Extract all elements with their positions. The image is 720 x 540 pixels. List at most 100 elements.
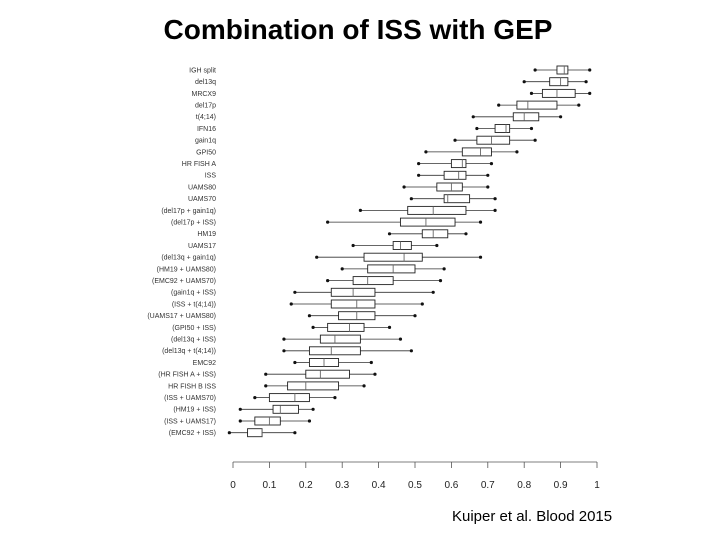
y-tick-label: HR FISH A bbox=[182, 161, 217, 168]
whisker-min-point bbox=[417, 162, 421, 166]
whisker-max-point bbox=[515, 150, 519, 154]
box-29 bbox=[253, 393, 337, 403]
box-7 bbox=[453, 135, 537, 145]
whisker-max-point bbox=[584, 80, 588, 84]
box-rect bbox=[516, 100, 558, 110]
box-15 bbox=[387, 229, 468, 239]
y-tick-label: del17p bbox=[195, 103, 216, 110]
whisker-min-point bbox=[387, 232, 392, 236]
y-tick-label: IGH split bbox=[189, 67, 216, 74]
whisker-min-point bbox=[522, 80, 526, 84]
box-rect bbox=[421, 229, 449, 239]
whisker-min-point bbox=[282, 337, 286, 341]
box-rect bbox=[330, 299, 376, 309]
whisker-max-point bbox=[442, 267, 446, 271]
y-tick-label: t(4;14) bbox=[196, 114, 216, 121]
y-tick-label: HR FISH B ISS bbox=[168, 383, 216, 390]
x-tick-label: 0.7 bbox=[481, 480, 495, 491]
y-tick-label: (del17p + gain1q) bbox=[161, 208, 216, 215]
box-5 bbox=[471, 112, 563, 122]
whisker-min-point bbox=[497, 103, 501, 107]
whisker-max-point bbox=[533, 138, 537, 142]
box-rect bbox=[556, 65, 569, 75]
whisker-max-point bbox=[478, 255, 483, 259]
x-tick-label: 0.2 bbox=[299, 480, 313, 491]
box-28 bbox=[264, 381, 366, 391]
box-rect bbox=[268, 393, 310, 403]
y-tick-label: ISS bbox=[205, 173, 217, 180]
whisker-min-point bbox=[471, 115, 475, 119]
box-10 bbox=[417, 170, 490, 180]
whisker-min-point bbox=[264, 384, 268, 388]
y-axis-labels: IGH split del13q MRCX9 del17p t(4;14) IFN16 ga… bbox=[147, 67, 216, 437]
box-rect bbox=[392, 241, 412, 250]
box-27 bbox=[264, 369, 377, 379]
y-tick-label: (ISS + UAMS17) bbox=[164, 418, 216, 425]
whisker-min-point bbox=[475, 126, 479, 131]
box-4 bbox=[497, 100, 581, 110]
plot-area bbox=[227, 65, 592, 438]
box-30 bbox=[238, 404, 315, 414]
whisker-min-point bbox=[326, 220, 330, 224]
whisker-max-point bbox=[435, 243, 439, 248]
whisker-max-point bbox=[413, 314, 417, 318]
whisker-min-point bbox=[409, 197, 413, 201]
box-20 bbox=[293, 287, 435, 297]
box-8 bbox=[424, 147, 519, 157]
y-tick-label: UAMS80 bbox=[188, 184, 216, 191]
box-rect bbox=[436, 182, 463, 192]
whisker-min-point bbox=[529, 91, 534, 95]
x-tick-label: 0 bbox=[230, 480, 236, 491]
box-rect bbox=[443, 194, 471, 204]
whisker-min-point bbox=[282, 349, 286, 353]
whisker-max-point bbox=[369, 360, 373, 365]
whisker-max-point bbox=[362, 384, 366, 388]
whisker-max-point bbox=[493, 208, 497, 212]
whisker-max-point bbox=[529, 126, 534, 131]
whisker-max-point bbox=[420, 302, 424, 306]
y-tick-label: (EMC92 + UAMS70) bbox=[152, 278, 216, 285]
box-31 bbox=[238, 416, 312, 426]
box-rect bbox=[352, 276, 394, 286]
x-tick-label: 0.1 bbox=[262, 480, 276, 491]
citation: Kuiper et al. Blood 2015 bbox=[452, 508, 613, 525]
y-tick-label: IFN16 bbox=[197, 126, 216, 133]
y-tick-label: MRCX9 bbox=[191, 91, 216, 98]
box-25 bbox=[282, 346, 413, 356]
box-23 bbox=[311, 322, 392, 332]
y-tick-label: (del13q + t(4;14)) bbox=[162, 348, 216, 355]
whisker-max-point bbox=[486, 185, 490, 189]
whisker-max-point bbox=[588, 91, 592, 95]
box-rect bbox=[308, 346, 361, 356]
box-3 bbox=[529, 88, 592, 98]
box-32 bbox=[227, 428, 297, 438]
box-24 bbox=[282, 334, 403, 344]
box-1 bbox=[533, 65, 592, 75]
whisker-min-point bbox=[417, 173, 421, 177]
box-14 bbox=[326, 217, 483, 227]
x-tick-label: 1 bbox=[594, 480, 600, 491]
y-tick-label: UAMS17 bbox=[188, 243, 216, 250]
whisker-min-point bbox=[424, 150, 428, 154]
x-tick-label: 0.3 bbox=[335, 480, 349, 491]
y-tick-label: (HM19 + UAMS80) bbox=[157, 266, 216, 273]
whisker-min-point bbox=[402, 185, 406, 189]
x-tick-label: 0.8 bbox=[517, 480, 531, 491]
whisker-min-point bbox=[358, 208, 362, 212]
y-tick-label: HM19 bbox=[197, 231, 216, 238]
box-rect bbox=[443, 170, 467, 180]
whisker-max-point bbox=[409, 349, 413, 353]
box-rect bbox=[327, 322, 365, 332]
box-rect bbox=[512, 112, 540, 122]
whisker-min-point bbox=[453, 138, 457, 142]
whisker-max-point bbox=[311, 407, 315, 411]
whisker-max-point bbox=[373, 372, 377, 376]
box-rect bbox=[305, 369, 350, 379]
whisker-min-point bbox=[326, 279, 330, 283]
whisker-max-point bbox=[588, 68, 592, 72]
box-rect bbox=[363, 252, 423, 262]
box-13 bbox=[358, 205, 497, 215]
y-tick-label: del13q bbox=[195, 79, 216, 86]
whisker-min-point bbox=[227, 431, 231, 435]
box-21 bbox=[289, 299, 424, 309]
